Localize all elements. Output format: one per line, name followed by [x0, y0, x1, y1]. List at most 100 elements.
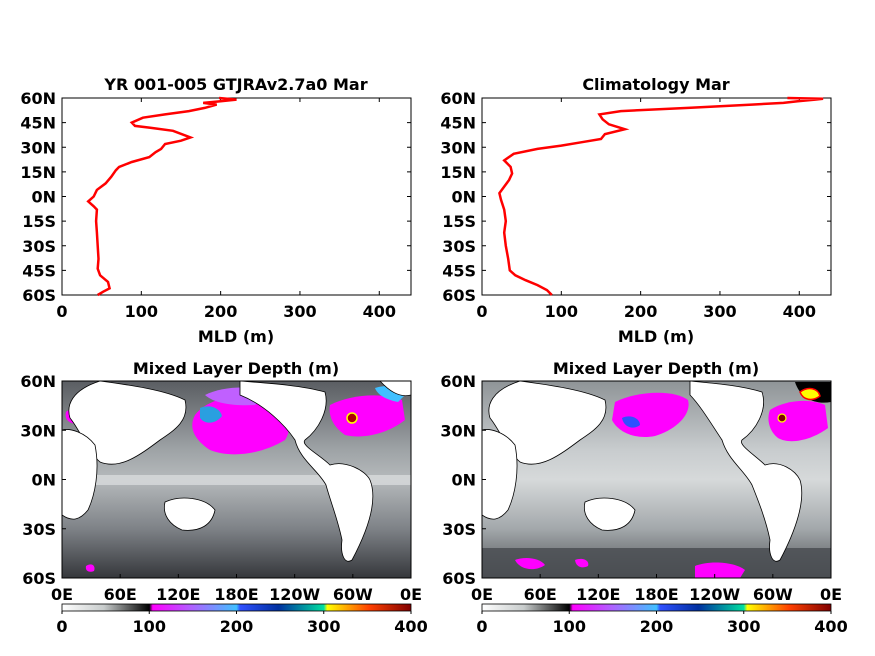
land-eurasia — [488, 381, 607, 465]
y-tick-label: 15S — [22, 212, 56, 231]
land-greenland — [379, 381, 411, 397]
profile-panel-model: YR 001-005 GTJRAv2.7a0 Mar 60S45S30S15S0… — [20, 75, 412, 346]
x-tick-label: 0E — [51, 585, 73, 604]
x-tick-label: 300 — [283, 302, 316, 321]
y-axis: 60S 45S 30S 15S 0N 15N 30N 45N 60N — [440, 89, 831, 305]
x-tick-label: 200 — [624, 302, 657, 321]
plot-frame — [481, 97, 832, 296]
x-axis: 0 100 200 300 400 — [56, 98, 396, 321]
x-tick-label: 0E — [400, 585, 422, 604]
land-africa — [482, 429, 518, 520]
y-tick-label: 30S — [442, 520, 476, 539]
x-tick-label: 60W — [333, 585, 373, 604]
land-australia — [583, 497, 636, 531]
x-tick-label: 0E — [820, 585, 842, 604]
y-tick-label: 45N — [20, 114, 56, 133]
colorbar-bar — [61, 603, 412, 612]
colorbar: 0 100 200 300 400 — [476, 603, 848, 636]
x-axis: 0E 60E 120E 180E 120W 60W 0E — [51, 574, 422, 604]
panel-title: Mixed Layer Depth (m) — [133, 359, 339, 378]
x-tick-label: 120E — [156, 585, 200, 604]
deep-mixing-patch — [329, 395, 405, 437]
y-tick-label: 60S — [442, 286, 476, 305]
deep-mixing-patch — [200, 406, 222, 423]
series-line — [86, 96, 237, 297]
y-tick-label: 30N — [440, 421, 476, 440]
x-axis: 0E 60E 120E 180E 120W 60W 0E — [471, 574, 842, 604]
x-tick-label: 200 — [204, 302, 237, 321]
colorbar: 0 100 200 300 400 — [56, 603, 428, 636]
colorbar-tick-label: 100 — [553, 617, 586, 636]
y-tick-label: 60S — [442, 569, 476, 588]
colorbar-tick-label: 200 — [640, 617, 673, 636]
x-axis-label: MLD (m) — [618, 327, 694, 346]
y-tick-label: 60N — [20, 89, 56, 108]
colorbar-ticks: 0 100 200 300 400 — [476, 611, 848, 636]
y-tick-label: 60N — [440, 372, 476, 391]
y-tick-label: 30N — [20, 138, 56, 157]
y-tick-label: 30S — [22, 520, 56, 539]
x-tick-label: 0 — [56, 302, 67, 321]
land-eurasia — [68, 381, 187, 465]
y-tick-label: 45S — [442, 261, 476, 280]
deep-mixing-patch — [575, 558, 589, 568]
y-tick-label: 0N — [451, 188, 476, 207]
y-tick-label: 15N — [440, 163, 476, 182]
deep-mixing-patch — [768, 400, 828, 442]
equatorial-band — [62, 475, 411, 485]
x-tick-label: 60W — [753, 585, 793, 604]
x-tick-label: 60E — [104, 585, 137, 604]
x-tick-label: 300 — [703, 302, 736, 321]
x-tick-label: 100 — [545, 302, 578, 321]
y-axis: 60S 45S 30S 15S 0N 15N 30N 45N 60N — [20, 89, 411, 305]
land-australia — [163, 497, 216, 531]
deep-mixing-patch — [85, 564, 95, 572]
colorbar-bar — [481, 603, 832, 612]
panel-title: YR 001-005 GTJRAv2.7a0 Mar — [103, 75, 367, 94]
y-tick-label: 60S — [22, 286, 56, 305]
series-line — [498, 96, 824, 296]
y-tick-label: 60N — [440, 89, 476, 108]
x-tick-label: 180E — [634, 585, 678, 604]
colorbar-tick-label: 300 — [727, 617, 760, 636]
x-tick-label: 0E — [471, 585, 493, 604]
y-axis: 60N 30N 0N 30S 60S — [20, 372, 66, 588]
x-tick-label: 400 — [783, 302, 816, 321]
colorbar-tick-label: 100 — [133, 617, 166, 636]
x-tick-label: 120E — [576, 585, 620, 604]
deep-mixing-patch — [695, 562, 745, 578]
y-tick-label: 0N — [451, 471, 476, 490]
map-field — [482, 381, 831, 578]
y-tick-label: 45N — [440, 114, 476, 133]
x-tick-label: 0 — [476, 302, 487, 321]
panel-title: Mixed Layer Depth (m) — [553, 359, 759, 378]
y-tick-label: 60N — [20, 372, 56, 391]
y-axis: 60N 30N 0N 30S 60S — [440, 372, 486, 588]
x-tick-label: 400 — [363, 302, 396, 321]
land-africa — [62, 429, 98, 520]
plot-frame — [61, 97, 412, 296]
panel-title: Climatology Mar — [582, 75, 729, 94]
colorbar-tick-label: 400 — [394, 617, 427, 636]
deep-mixing-patch — [346, 412, 358, 424]
colorbar-tick-label: 300 — [307, 617, 340, 636]
deep-mixing-patch — [622, 416, 640, 428]
deep-mixing-patch — [515, 557, 545, 570]
x-tick-label: 180E — [214, 585, 258, 604]
y-tick-label: 60S — [22, 569, 56, 588]
y-tick-label: 0N — [31, 471, 56, 490]
y-tick-label: 15N — [20, 163, 56, 182]
y-tick-label: 30N — [20, 421, 56, 440]
land-americas — [239, 381, 374, 562]
colorbar-tick-label: 200 — [220, 617, 253, 636]
x-axis-label: MLD (m) — [198, 327, 274, 346]
colorbar-tick-label: 0 — [476, 617, 487, 636]
colorbar-tick-label: 400 — [814, 617, 847, 636]
x-tick-label: 120W — [269, 585, 320, 604]
y-tick-label: 0N — [31, 188, 56, 207]
x-tick-label: 60E — [524, 585, 557, 604]
x-axis: 0 100 200 300 400 — [476, 98, 816, 321]
profile-panel-climatology: Climatology Mar 60S45S30S15S0N15N30N45N6… — [440, 75, 832, 346]
